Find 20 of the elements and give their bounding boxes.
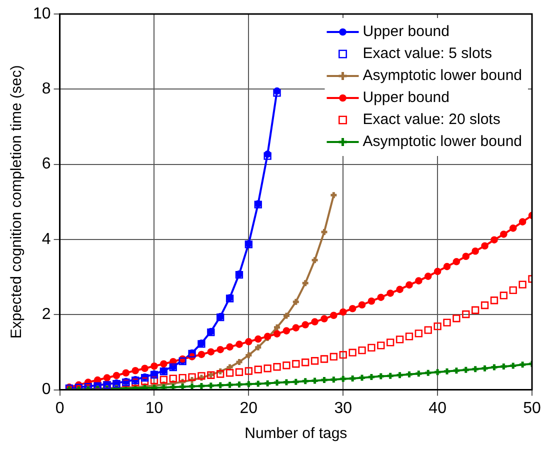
legend-label: Upper bound: [362, 23, 450, 40]
x-tick-label: 30: [334, 400, 352, 417]
legend-label: Asymptotic lower bound: [362, 67, 522, 84]
y-axis-title: Expected cognition completion time (sec): [8, 65, 26, 339]
legend-label: Upper bound: [362, 89, 450, 106]
legend-label: Exact value: 5 slots: [362, 45, 492, 62]
y-tick-label: 4: [42, 230, 51, 248]
legend-label: Exact value: 20 slots: [362, 111, 500, 128]
y-tick-label: 6: [42, 156, 51, 173]
legend-label: Asymptotic lower bound: [362, 133, 522, 150]
x-tick-label: 0: [55, 400, 64, 417]
y-tick-label: 8: [42, 80, 51, 98]
x-tick-label: 20: [240, 400, 258, 417]
y-tick-label: 2: [42, 306, 51, 324]
x-tick-label: 10: [145, 400, 164, 417]
x-tick-label: 40: [428, 400, 447, 417]
x-tick-label: 50: [523, 400, 541, 417]
y-tick-label: 0: [42, 381, 51, 398]
x-axis-title: Number of tags: [244, 425, 348, 442]
y-tick-label: 10: [33, 5, 51, 22]
